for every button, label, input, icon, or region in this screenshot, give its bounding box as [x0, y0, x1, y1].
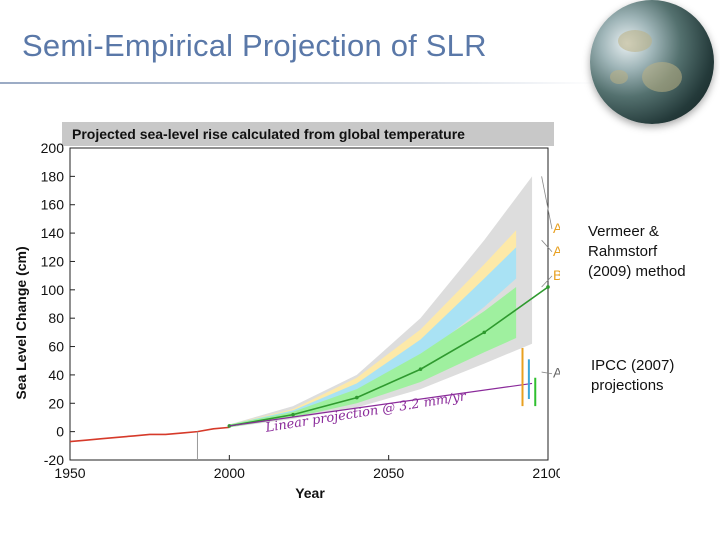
ipcc-line-2: projections: [591, 377, 664, 394]
y-tick-label: 160: [41, 197, 65, 213]
scenario-leader-ar4: [541, 371, 553, 375]
x-tick-label: 1950: [54, 465, 85, 481]
vermeer-line-3: (2009) method: [588, 263, 686, 280]
projection-point: [355, 395, 359, 400]
y-tick-label: 0: [56, 424, 64, 440]
y-tick-label: 140: [41, 225, 65, 241]
projection-point: [291, 412, 295, 417]
chart-container: Projected sea-level rise calculated from…: [0, 118, 581, 508]
y-axis-label: Sea Level Change (cm): [13, 246, 29, 399]
scenario-label-a1f: A1F: [553, 220, 560, 236]
y-tick-label: 200: [41, 140, 65, 156]
vermeer-line-2: Rahmstorf: [588, 243, 658, 260]
y-tick-label: 180: [41, 168, 65, 184]
x-tick-label: 2000: [214, 465, 245, 481]
scenario-label-b1: B1: [553, 267, 560, 283]
scenario-label-ar4: AR4: [553, 365, 560, 381]
scenario-leader-a1f: [541, 176, 553, 230]
scenario-label-a2: A2: [553, 243, 560, 259]
chart-title: Projected sea-level rise calculated from…: [72, 126, 465, 142]
globe-land-shape: [642, 62, 682, 92]
vermeer-line-1: Vermeer &: [588, 223, 659, 240]
y-tick-label: 60: [48, 339, 64, 355]
projection-line: [229, 286, 549, 427]
slide-title: Semi-Empirical Projection of SLR: [22, 28, 487, 63]
x-axis-label: Year: [295, 485, 325, 501]
scenario-leader-a2: [541, 239, 553, 253]
sea-level-chart: Projected sea-level rise calculated from…: [13, 122, 581, 501]
x-tick-label: 2050: [373, 465, 404, 481]
globe-land-shape: [618, 30, 652, 52]
band-b1: [229, 286, 517, 428]
projection-point: [482, 330, 487, 335]
projection-point: [546, 285, 550, 289]
vermeer-rahmstorf-label: Vermeer & Rahmstorf (2009) method: [588, 222, 686, 282]
plot-layer: Linear projection @ 3.2 mm/yrA1FA2B1AR4-…: [41, 140, 581, 481]
scenario-leader-b1: [541, 275, 553, 288]
title-divider: [0, 82, 600, 84]
y-tick-label: 100: [41, 282, 65, 298]
y-tick-label: 20: [48, 395, 64, 411]
ipcc-label: IPCC (2007) projections: [591, 356, 674, 396]
y-tick-label: 40: [48, 367, 64, 383]
y-tick-label: 80: [48, 310, 64, 326]
x-tick-label: 2100: [532, 465, 560, 481]
ipcc-line-1: IPCC (2007): [591, 357, 675, 374]
y-tick-label: 120: [41, 253, 65, 269]
linear-projection-line: [229, 382, 533, 427]
globe-land-shape: [610, 70, 628, 84]
projection-point: [418, 367, 423, 372]
observed-line: [69, 426, 230, 443]
y-tick-label: -20: [44, 452, 64, 468]
chart-title-band: [62, 122, 554, 146]
globe-icon: [590, 0, 714, 124]
